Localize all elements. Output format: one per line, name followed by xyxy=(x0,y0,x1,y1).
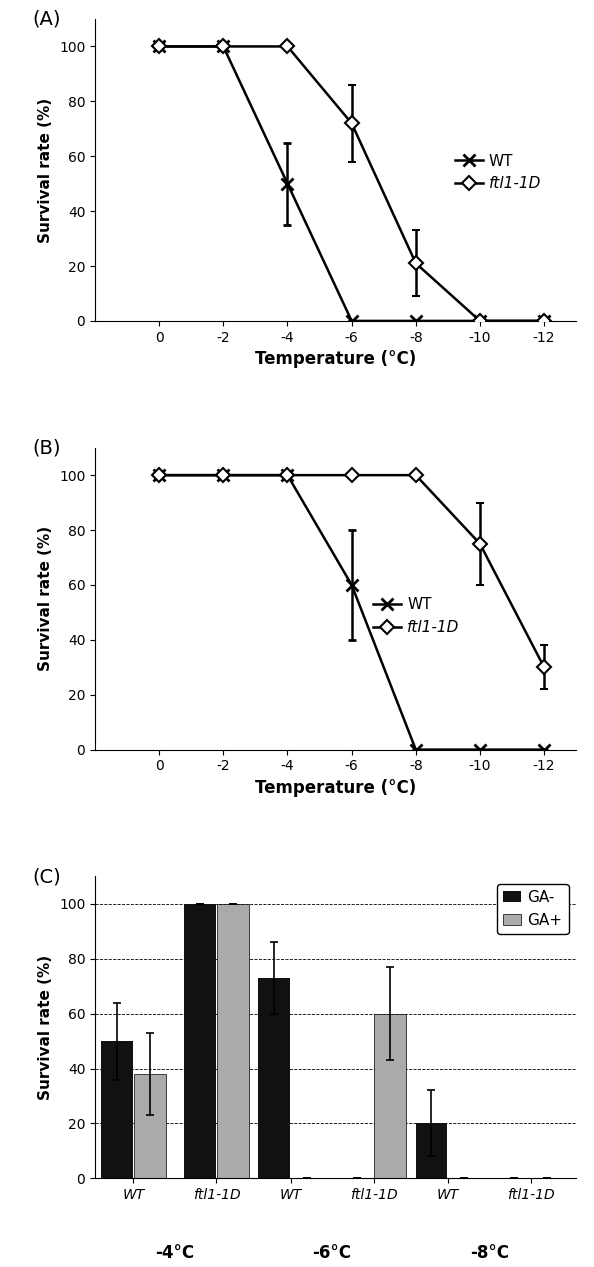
Legend: WT, ftl1-1D: WT, ftl1-1D xyxy=(367,592,466,641)
Text: -8°C: -8°C xyxy=(470,1244,509,1262)
X-axis label: Temperature (°C): Temperature (°C) xyxy=(255,779,416,797)
Y-axis label: Survival rate (%): Survival rate (%) xyxy=(39,955,53,1100)
X-axis label: Temperature (°C): Temperature (°C) xyxy=(255,350,416,369)
Bar xyxy=(134,1074,166,1178)
Legend: GA-, GA+: GA-, GA+ xyxy=(497,884,568,934)
Legend: WT, ftl1-1D: WT, ftl1-1D xyxy=(449,147,547,198)
Bar xyxy=(217,903,249,1178)
Y-axis label: Survival rate (%): Survival rate (%) xyxy=(39,526,53,672)
Text: -6°C: -6°C xyxy=(312,1244,352,1262)
Bar xyxy=(258,978,290,1178)
Text: (B): (B) xyxy=(33,438,61,457)
Text: (A): (A) xyxy=(33,10,61,29)
Text: (C): (C) xyxy=(33,868,61,887)
Text: -4°C: -4°C xyxy=(156,1244,194,1262)
Bar xyxy=(184,903,216,1178)
Bar xyxy=(416,1124,447,1178)
Bar xyxy=(374,1014,406,1178)
Bar xyxy=(101,1041,132,1178)
Y-axis label: Survival rate (%): Survival rate (%) xyxy=(39,98,53,242)
